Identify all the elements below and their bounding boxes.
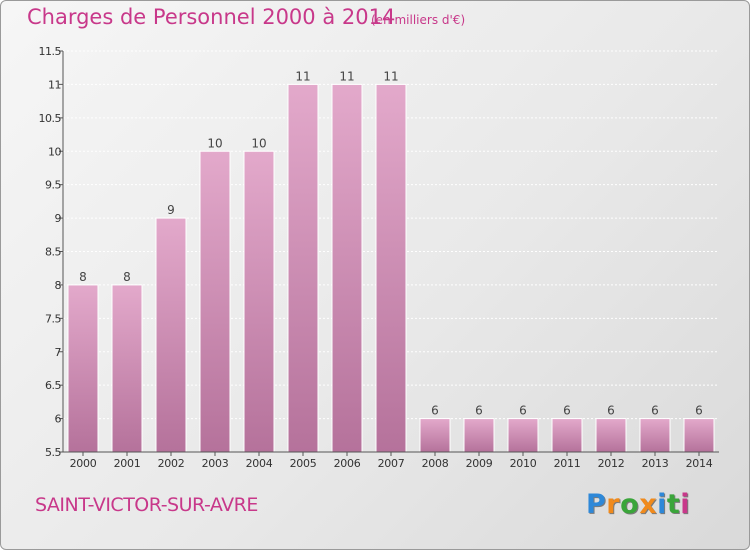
data-label: 10 [251, 136, 266, 150]
x-tick-label: 2012 [598, 457, 625, 470]
bar [375, 83, 407, 453]
bar [67, 284, 99, 453]
x-tick-label: 2014 [686, 457, 713, 470]
bar [199, 150, 231, 453]
data-label: 9 [167, 203, 175, 217]
bar [463, 418, 495, 453]
x-tick-label: 2013 [642, 457, 669, 470]
bar [155, 217, 187, 453]
x-tick-label: 2008 [422, 457, 449, 470]
x-tick-label: 2005 [290, 457, 317, 470]
data-label: 6 [607, 404, 615, 418]
data-label: 11 [295, 69, 310, 83]
logo-letter: i [657, 489, 667, 520]
y-tick-label: 7.5 [45, 312, 61, 325]
bar [287, 83, 319, 453]
y-tick-label: 7 [55, 346, 62, 359]
y-tick-label: 5.5 [45, 446, 61, 459]
x-tick-label: 2003 [202, 457, 229, 470]
x-tick-label: 2002 [158, 457, 185, 470]
y-tick-label: 9.5 [45, 179, 61, 192]
data-label: 6 [519, 404, 527, 418]
bar [551, 418, 583, 453]
axes [59, 50, 719, 456]
bar [683, 418, 715, 453]
bar [595, 418, 627, 453]
x-tick-label: 2001 [114, 457, 141, 470]
y-tick-label: 6 [55, 413, 62, 426]
y-tick-label: 9 [55, 212, 62, 225]
chart-subtitle: (en milliers d'€) [371, 13, 466, 27]
x-tick-label: 2007 [378, 457, 405, 470]
data-label: 6 [563, 404, 571, 418]
x-tick-label: 2010 [510, 457, 537, 470]
data-label: 6 [651, 404, 659, 418]
data-label: 11 [383, 69, 398, 83]
x-tick-label: 2009 [466, 457, 493, 470]
bar [331, 83, 363, 453]
bar [243, 150, 275, 453]
bar [639, 418, 671, 453]
y-tick-label: 10 [48, 145, 61, 158]
bar [419, 418, 451, 453]
proxiti-logo: Proxiti [586, 489, 690, 520]
data-label: 8 [123, 270, 131, 284]
y-tick-label: 11.5 [39, 45, 62, 58]
data-label: 6 [695, 404, 703, 418]
data-label: 10 [207, 136, 222, 150]
data-label: 6 [475, 404, 483, 418]
data-label: 8 [79, 270, 87, 284]
y-tick-label: 8 [55, 279, 62, 292]
logo-letter: i [680, 489, 691, 520]
y-tick-label: 8.5 [45, 246, 61, 259]
bar [111, 284, 143, 453]
x-tick-label: 2011 [554, 457, 581, 470]
labels: 5.5 6 6.5 7 7.5 8 8.5 9 9.5 10 10.5 11 11.5 8 2000 8 200… [39, 45, 713, 470]
logo-letter: x [639, 489, 658, 520]
logo-letter: P [586, 489, 607, 520]
logo-letter: r [606, 489, 621, 520]
x-tick-label: 2006 [334, 457, 361, 470]
data-label: 6 [431, 404, 439, 418]
y-tick-label: 6.5 [45, 379, 61, 392]
data-label: 11 [339, 69, 354, 83]
x-tick-label: 2004 [246, 457, 273, 470]
logo-letter: t [666, 489, 681, 520]
bars [67, 83, 715, 453]
y-tick-label: 10.5 [39, 112, 62, 125]
chart-title: Charges de Personnel 2000 à 2014 [27, 5, 396, 29]
y-tick-label: 11 [48, 78, 61, 91]
place-name: SAINT-VICTOR-SUR-AVRE [35, 494, 258, 516]
logo-letter: o [620, 489, 640, 520]
bar [507, 418, 539, 453]
x-tick-label: 2000 [70, 457, 97, 470]
